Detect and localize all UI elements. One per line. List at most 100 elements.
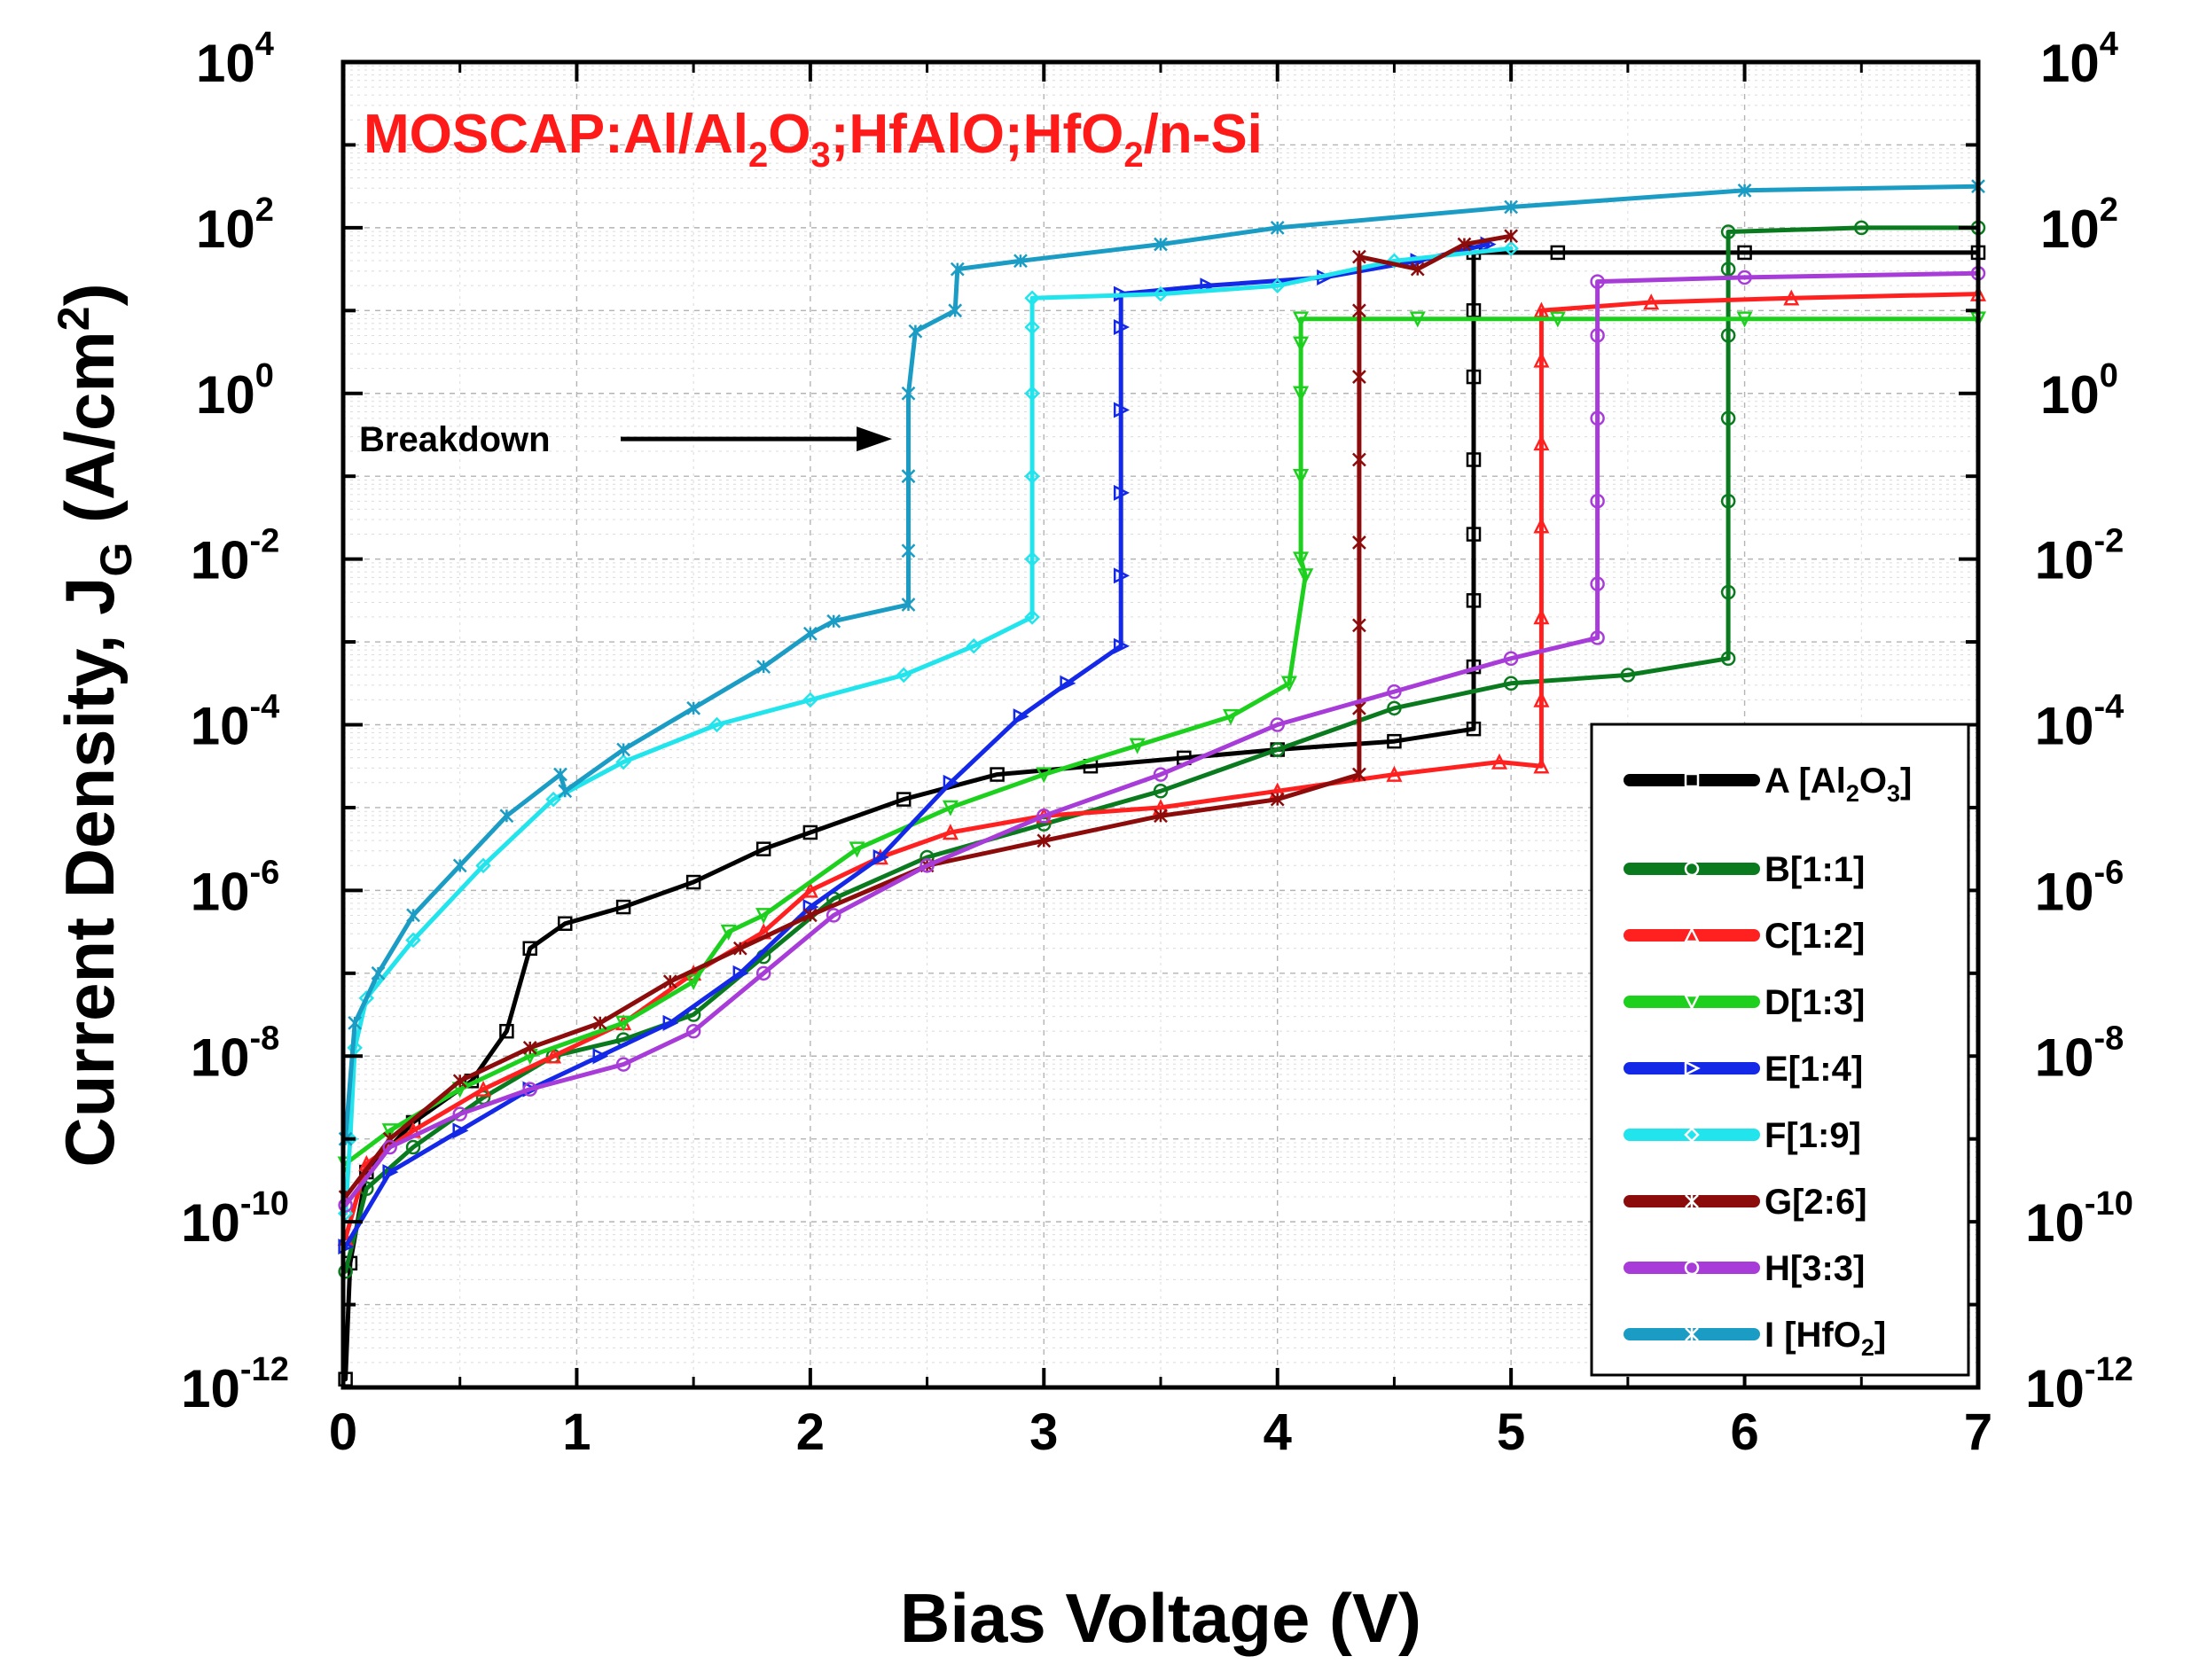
legend-item: G[2:6] (1624, 1183, 1867, 1222)
data-point (1533, 351, 1550, 368)
data-point (1386, 765, 1403, 782)
data-point (919, 858, 935, 873)
data-point (1736, 311, 1753, 328)
x-tick-label: 1 (562, 1403, 591, 1461)
data-point (1720, 410, 1736, 426)
data-point (553, 767, 567, 782)
data-point (732, 965, 749, 981)
chart-title: MOSCAP:Al/Al2O3;HfAlO;HfO2/n-Si (364, 104, 1263, 175)
series-line (343, 250, 1981, 1382)
y-tick-label-left: 100 (196, 357, 274, 425)
data-point (1270, 742, 1285, 757)
x-axis-title: Bias Voltage (V) (900, 1579, 1421, 1657)
data-point (452, 1122, 469, 1139)
data-point (615, 899, 631, 915)
data-point (452, 858, 467, 873)
data-point (371, 965, 386, 981)
data-point (1037, 809, 1052, 824)
series-line (343, 292, 1981, 1241)
data-point (522, 1041, 537, 1055)
data-point (1643, 293, 1660, 310)
data-point (1153, 767, 1169, 782)
data-point (685, 874, 701, 890)
y-tick-label-right: 104 (2040, 26, 2118, 93)
x-tick-label: 2 (796, 1403, 825, 1461)
legend-item: H[3:3] (1624, 1249, 1865, 1288)
data-point (826, 908, 841, 923)
breakdown-annotation: Breakdown (359, 420, 893, 459)
x-tick-label: 6 (1730, 1403, 1758, 1461)
data-point (901, 386, 916, 401)
data-point (1293, 468, 1310, 485)
breakdown-arrow-head (857, 426, 893, 452)
data-point (452, 1106, 467, 1121)
data-point (1024, 319, 1040, 335)
y-tick-label-right: 10-4 (2035, 689, 2124, 756)
x-tick-label: 4 (1264, 1403, 1292, 1461)
data-point (896, 792, 912, 807)
data-point (756, 660, 771, 674)
data-point (1684, 1059, 1701, 1077)
data-point (348, 1015, 363, 1030)
data-point (1113, 484, 1131, 501)
data-point (615, 754, 631, 770)
data-point (872, 848, 889, 866)
data-point (1503, 676, 1519, 692)
data-point (943, 774, 959, 791)
data-point (1154, 237, 1168, 252)
data-point (1550, 245, 1566, 261)
data-point (1590, 630, 1605, 645)
data-point (732, 941, 747, 956)
data-point (1854, 220, 1869, 236)
data-point (405, 932, 421, 949)
legend-item: F[1:9] (1624, 1116, 1861, 1155)
data-point (1024, 551, 1040, 567)
data-point (475, 1080, 492, 1097)
data-point (615, 1015, 632, 1032)
data-point (755, 841, 771, 856)
data-point (522, 1082, 537, 1097)
y-tick-label-right: 10-10 (2025, 1185, 2133, 1253)
data-point (1720, 651, 1736, 666)
data-point (1293, 336, 1310, 353)
legend-label: E[1:4] (1765, 1050, 1863, 1089)
data-point (1720, 584, 1736, 600)
data-point (558, 916, 573, 931)
series-9 (338, 179, 1985, 1146)
data-point (1352, 452, 1366, 467)
data-point (1352, 249, 1366, 264)
data-point (1270, 220, 1285, 235)
data-point (1013, 254, 1028, 269)
data-point (406, 908, 420, 923)
data-point (615, 1057, 631, 1072)
series-line (343, 233, 1514, 1199)
y-tick-label-right: 100 (2040, 357, 2118, 425)
data-point (1466, 721, 1482, 737)
data-point (686, 700, 701, 715)
data-point (1590, 576, 1605, 591)
data-point (1410, 262, 1425, 277)
legend-item: I [HfO2] (1624, 1316, 1886, 1361)
data-point (1387, 700, 1402, 716)
legend-label: D[1:3] (1765, 983, 1865, 1022)
data-point (1685, 1327, 1699, 1341)
data-point (1533, 757, 1550, 774)
data-point (1504, 199, 1519, 215)
series-line (343, 270, 1981, 1207)
data-point (1352, 618, 1366, 633)
data-point (1024, 609, 1040, 625)
data-point (1590, 493, 1605, 509)
legend-label: C[1:2] (1765, 917, 1865, 956)
data-point (1737, 245, 1752, 261)
y-tick-label-left: 10-10 (181, 1185, 289, 1253)
data-point (849, 841, 865, 858)
data-point (1503, 651, 1519, 666)
data-point (499, 1023, 514, 1039)
legend-label: A [Al2O3] (1765, 762, 1912, 807)
data-point (1297, 568, 1314, 585)
data-point (1113, 567, 1131, 584)
data-point (826, 613, 841, 629)
data-point (1387, 733, 1402, 749)
y-tick-label-left: 10-2 (191, 523, 280, 590)
data-point (1466, 593, 1482, 608)
